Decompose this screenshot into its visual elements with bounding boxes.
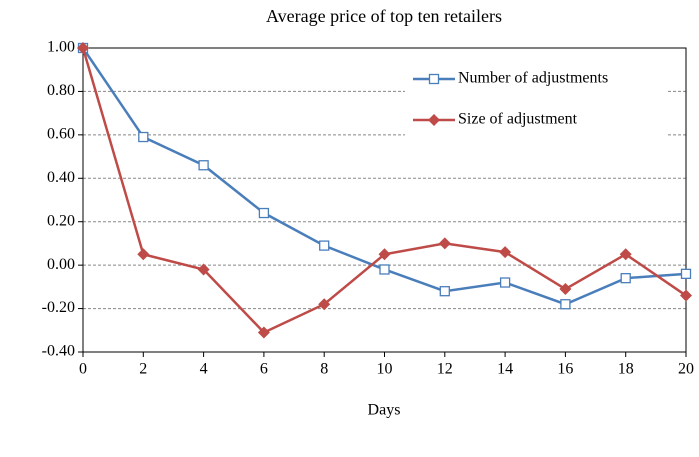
y-tick-label: -0.40 [42, 343, 75, 360]
legend-marker [428, 114, 440, 126]
y-tick-label: 0.40 [47, 169, 75, 186]
data-point [620, 273, 631, 284]
data-point [379, 264, 390, 275]
x-tick-label: 6 [260, 361, 268, 378]
data-point [197, 263, 210, 276]
y-tick-label: 0.20 [47, 212, 75, 229]
data-point [137, 248, 150, 261]
data-point [258, 207, 270, 219]
data-point [257, 326, 270, 339]
x-tick-label: 14 [497, 361, 513, 378]
x-tick-label: 8 [320, 361, 328, 378]
data-point [319, 240, 330, 251]
y-tick-label: -0.20 [42, 299, 75, 316]
y-tick-label: 0.80 [47, 82, 75, 99]
y-tick-label: 0.60 [47, 126, 75, 143]
x-tick-label: 0 [79, 361, 87, 378]
legend-label: Number of adjustments [458, 70, 608, 87]
x-tick-label: 2 [139, 361, 147, 378]
x-tick-label: 18 [618, 361, 634, 378]
legend-marker [428, 73, 440, 85]
data-point [318, 298, 331, 311]
data-point [77, 42, 89, 54]
data-point [439, 286, 450, 297]
x-tick-label: 10 [377, 361, 393, 378]
x-tick-label: 4 [200, 361, 208, 378]
legend-label: Size of adjustment [458, 111, 578, 128]
data-point [680, 268, 692, 279]
x-tick-label: 16 [557, 361, 573, 378]
data-point [499, 246, 512, 259]
legend-box [405, 64, 667, 136]
y-tick-label: 0.00 [47, 256, 75, 273]
data-point [198, 160, 209, 171]
x-tick-label: 12 [437, 361, 453, 378]
data-point [438, 237, 451, 250]
chart-title: Average price of top ten retailers [266, 6, 502, 26]
data-point [138, 131, 149, 143]
data-point [560, 299, 571, 310]
data-point [619, 248, 632, 261]
plot-frame [82, 47, 687, 353]
data-point [559, 283, 572, 296]
data-point [378, 248, 391, 261]
y-tick-label: 1.00 [47, 39, 75, 56]
data-point [680, 289, 692, 302]
data-point [499, 277, 511, 288]
x-axis-label: Days [368, 402, 401, 419]
x-tick-label: 20 [678, 361, 694, 378]
